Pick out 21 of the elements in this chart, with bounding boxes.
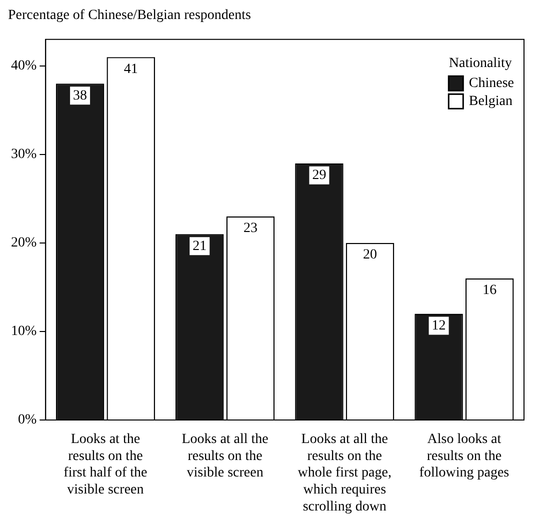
data-label: 29 <box>312 168 326 183</box>
data-label: 38 <box>73 88 88 104</box>
x-tick-label: Also looks at results on the following pages <box>419 432 510 481</box>
legend-label: Belgian <box>468 94 512 110</box>
legend-label: Chinese <box>468 76 514 92</box>
y-tick-label: 0% <box>18 412 37 428</box>
x-tick-label: Looks at the results on the first half of the visible screen <box>64 432 148 498</box>
data-label: 21 <box>192 238 207 254</box>
data-label: 20 <box>363 248 378 263</box>
y-tick-label: 20% <box>10 236 37 251</box>
data-label: 23 <box>243 221 258 236</box>
legend-title: Nationality <box>448 56 512 72</box>
y-tick-label: 30% <box>10 147 37 162</box>
data-label: 12 <box>432 318 446 334</box>
y-tick-label: 40% <box>10 58 37 74</box>
data-label: 16 <box>482 283 497 298</box>
x-tick-label: Looks at all the results on the visible screen <box>182 432 268 481</box>
y-tick-label: 10% <box>10 324 37 340</box>
data-label: 41 <box>124 62 138 77</box>
y-axis-title: Percentage of Chinese/Belgian respondents <box>8 8 252 24</box>
x-tick-label: Looks at all the results on the whole first page, which requires scrolling down <box>298 432 392 514</box>
